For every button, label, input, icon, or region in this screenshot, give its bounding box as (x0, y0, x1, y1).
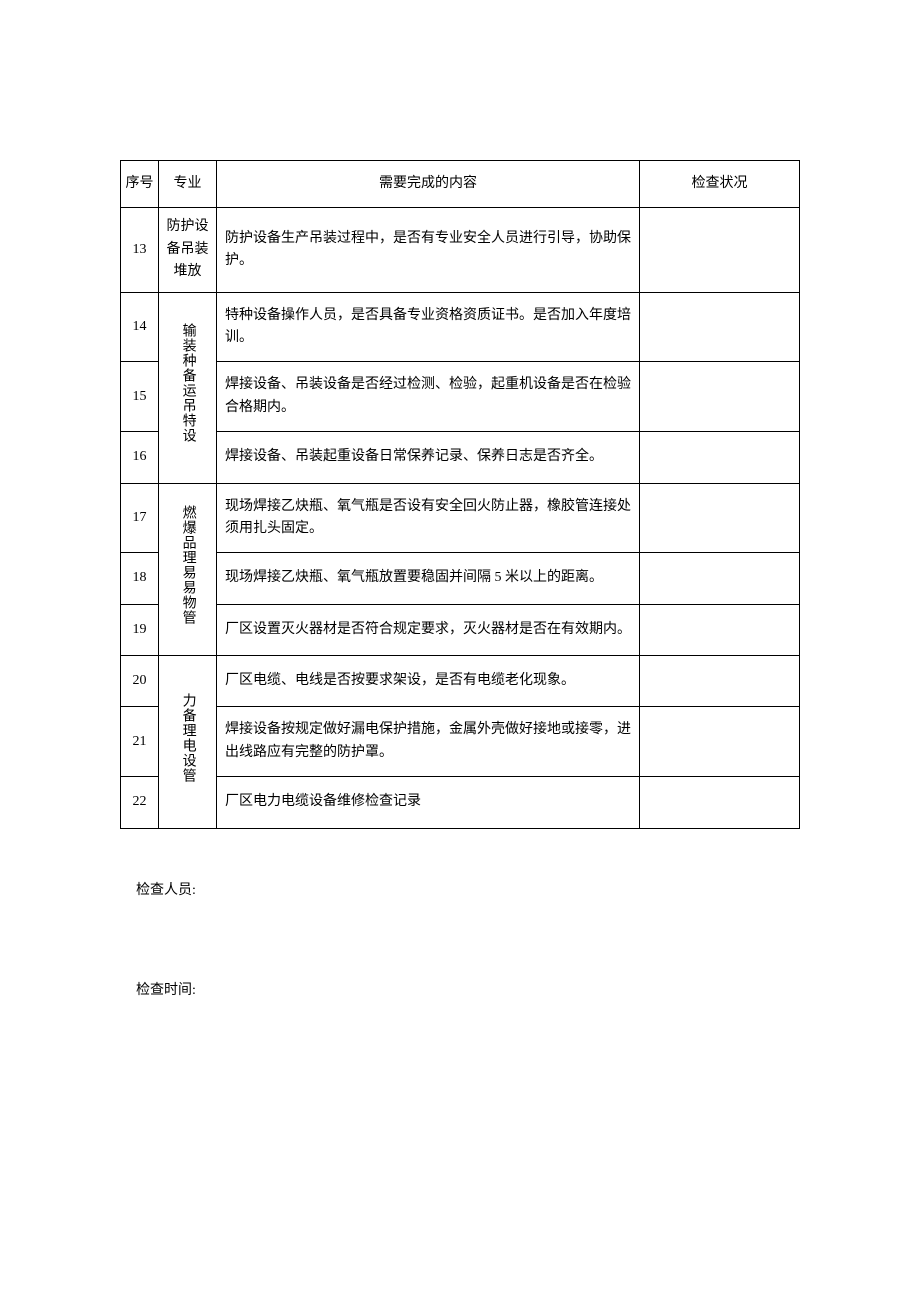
category-cell: 输装种备运吊特设 (159, 292, 217, 483)
table-row: 20力备理电设管厂区电缆、电线是否按要求架设，是否有电缆老化现象。 (121, 656, 800, 707)
category-text: 燃爆品理易易物管 (178, 505, 196, 625)
table-row: 19 厂区设置灭火器材是否符合规定要求，灭火器材是否在有效期内。 (121, 604, 800, 655)
category-cell: 力备理电设管 (159, 656, 217, 829)
table-row: 15 焊接设备、吊装设备是否经过检测、检验，起重机设备是否在检验合格期内。 (121, 362, 800, 432)
table-row: 21 焊接设备按规定做好漏电保护措施，金属外壳做好接地或接零，进出线路应有完整的防… (121, 707, 800, 777)
status-cell (640, 292, 800, 362)
seq-cell: 15 (121, 362, 159, 432)
table-row: 16 焊接设备、吊装起重设备日常保养记录、保养日志是否齐全。 (121, 432, 800, 483)
status-cell (640, 604, 800, 655)
content-cell: 现场焊接乙炔瓶、氧气瓶是否设有安全回火防止器，橡胶管连接处须用扎头固定。 (217, 483, 640, 553)
category-cell: 防护设备吊装堆放 (159, 208, 217, 292)
header-content: 需要完成的内容 (217, 161, 640, 208)
content-cell: 焊接设备、吊装起重设备日常保养记录、保养日志是否齐全。 (217, 432, 640, 483)
seq-cell: 13 (121, 208, 159, 292)
header-status: 检查状况 (640, 161, 800, 208)
content-cell: 厂区电力电缆设备维修检查记录 (217, 777, 640, 828)
category-text: 力备理电设管 (178, 693, 196, 783)
content-cell: 焊接设备按规定做好漏电保护措施，金属外壳做好接地或接零，进出线路应有完整的防护罩… (217, 707, 640, 777)
table-row: 13防护设备吊装堆放防护设备生产吊装过程中，是否有专业安全人员进行引导，协助保护… (121, 208, 800, 292)
seq-cell: 16 (121, 432, 159, 483)
seq-cell: 21 (121, 707, 159, 777)
seq-cell: 19 (121, 604, 159, 655)
header-seq: 序号 (121, 161, 159, 208)
table-row: 22 厂区电力电缆设备维修检查记录 (121, 777, 800, 828)
inspection-time-label: 检查时间: (120, 979, 800, 999)
content-cell: 焊接设备、吊装设备是否经过检测、检验，起重机设备是否在检验合格期内。 (217, 362, 640, 432)
status-cell (640, 553, 800, 604)
seq-cell: 18 (121, 553, 159, 604)
category-text: 输装种备运吊特设 (178, 323, 196, 443)
content-cell: 现场焊接乙炔瓶、氧气瓶放置要稳固并间隔 5 米以上的距离。 (217, 553, 640, 604)
status-cell (640, 707, 800, 777)
table-body: 13防护设备吊装堆放防护设备生产吊装过程中，是否有专业安全人员进行引导，协助保护… (121, 208, 800, 828)
table-row: 18 现场焊接乙炔瓶、氧气瓶放置要稳固并间隔 5 米以上的距离。 (121, 553, 800, 604)
status-cell (640, 362, 800, 432)
category-cell: 燃爆品理易易物管 (159, 483, 217, 656)
content-cell: 特种设备操作人员，是否具备专业资格资质证书。是否加入年度培训。 (217, 292, 640, 362)
seq-cell: 20 (121, 656, 159, 707)
status-cell (640, 483, 800, 553)
header-category: 专业 (159, 161, 217, 208)
status-cell (640, 432, 800, 483)
status-cell (640, 208, 800, 292)
status-cell (640, 777, 800, 828)
seq-cell: 14 (121, 292, 159, 362)
inspector-label: 检查人员: (120, 879, 800, 899)
seq-cell: 17 (121, 483, 159, 553)
status-cell (640, 656, 800, 707)
inspection-table: 序号 专业 需要完成的内容 检查状况 13防护设备吊装堆放防护设备生产吊装过程中… (120, 160, 800, 829)
table-header-row: 序号 专业 需要完成的内容 检查状况 (121, 161, 800, 208)
content-cell: 厂区电缆、电线是否按要求架设，是否有电缆老化现象。 (217, 656, 640, 707)
content-cell: 防护设备生产吊装过程中，是否有专业安全人员进行引导，协助保护。 (217, 208, 640, 292)
table-row: 14输装种备运吊特设特种设备操作人员，是否具备专业资格资质证书。是否加入年度培训… (121, 292, 800, 362)
content-cell: 厂区设置灭火器材是否符合规定要求，灭火器材是否在有效期内。 (217, 604, 640, 655)
seq-cell: 22 (121, 777, 159, 828)
table-row: 17燃爆品理易易物管现场焊接乙炔瓶、氧气瓶是否设有安全回火防止器，橡胶管连接处须… (121, 483, 800, 553)
